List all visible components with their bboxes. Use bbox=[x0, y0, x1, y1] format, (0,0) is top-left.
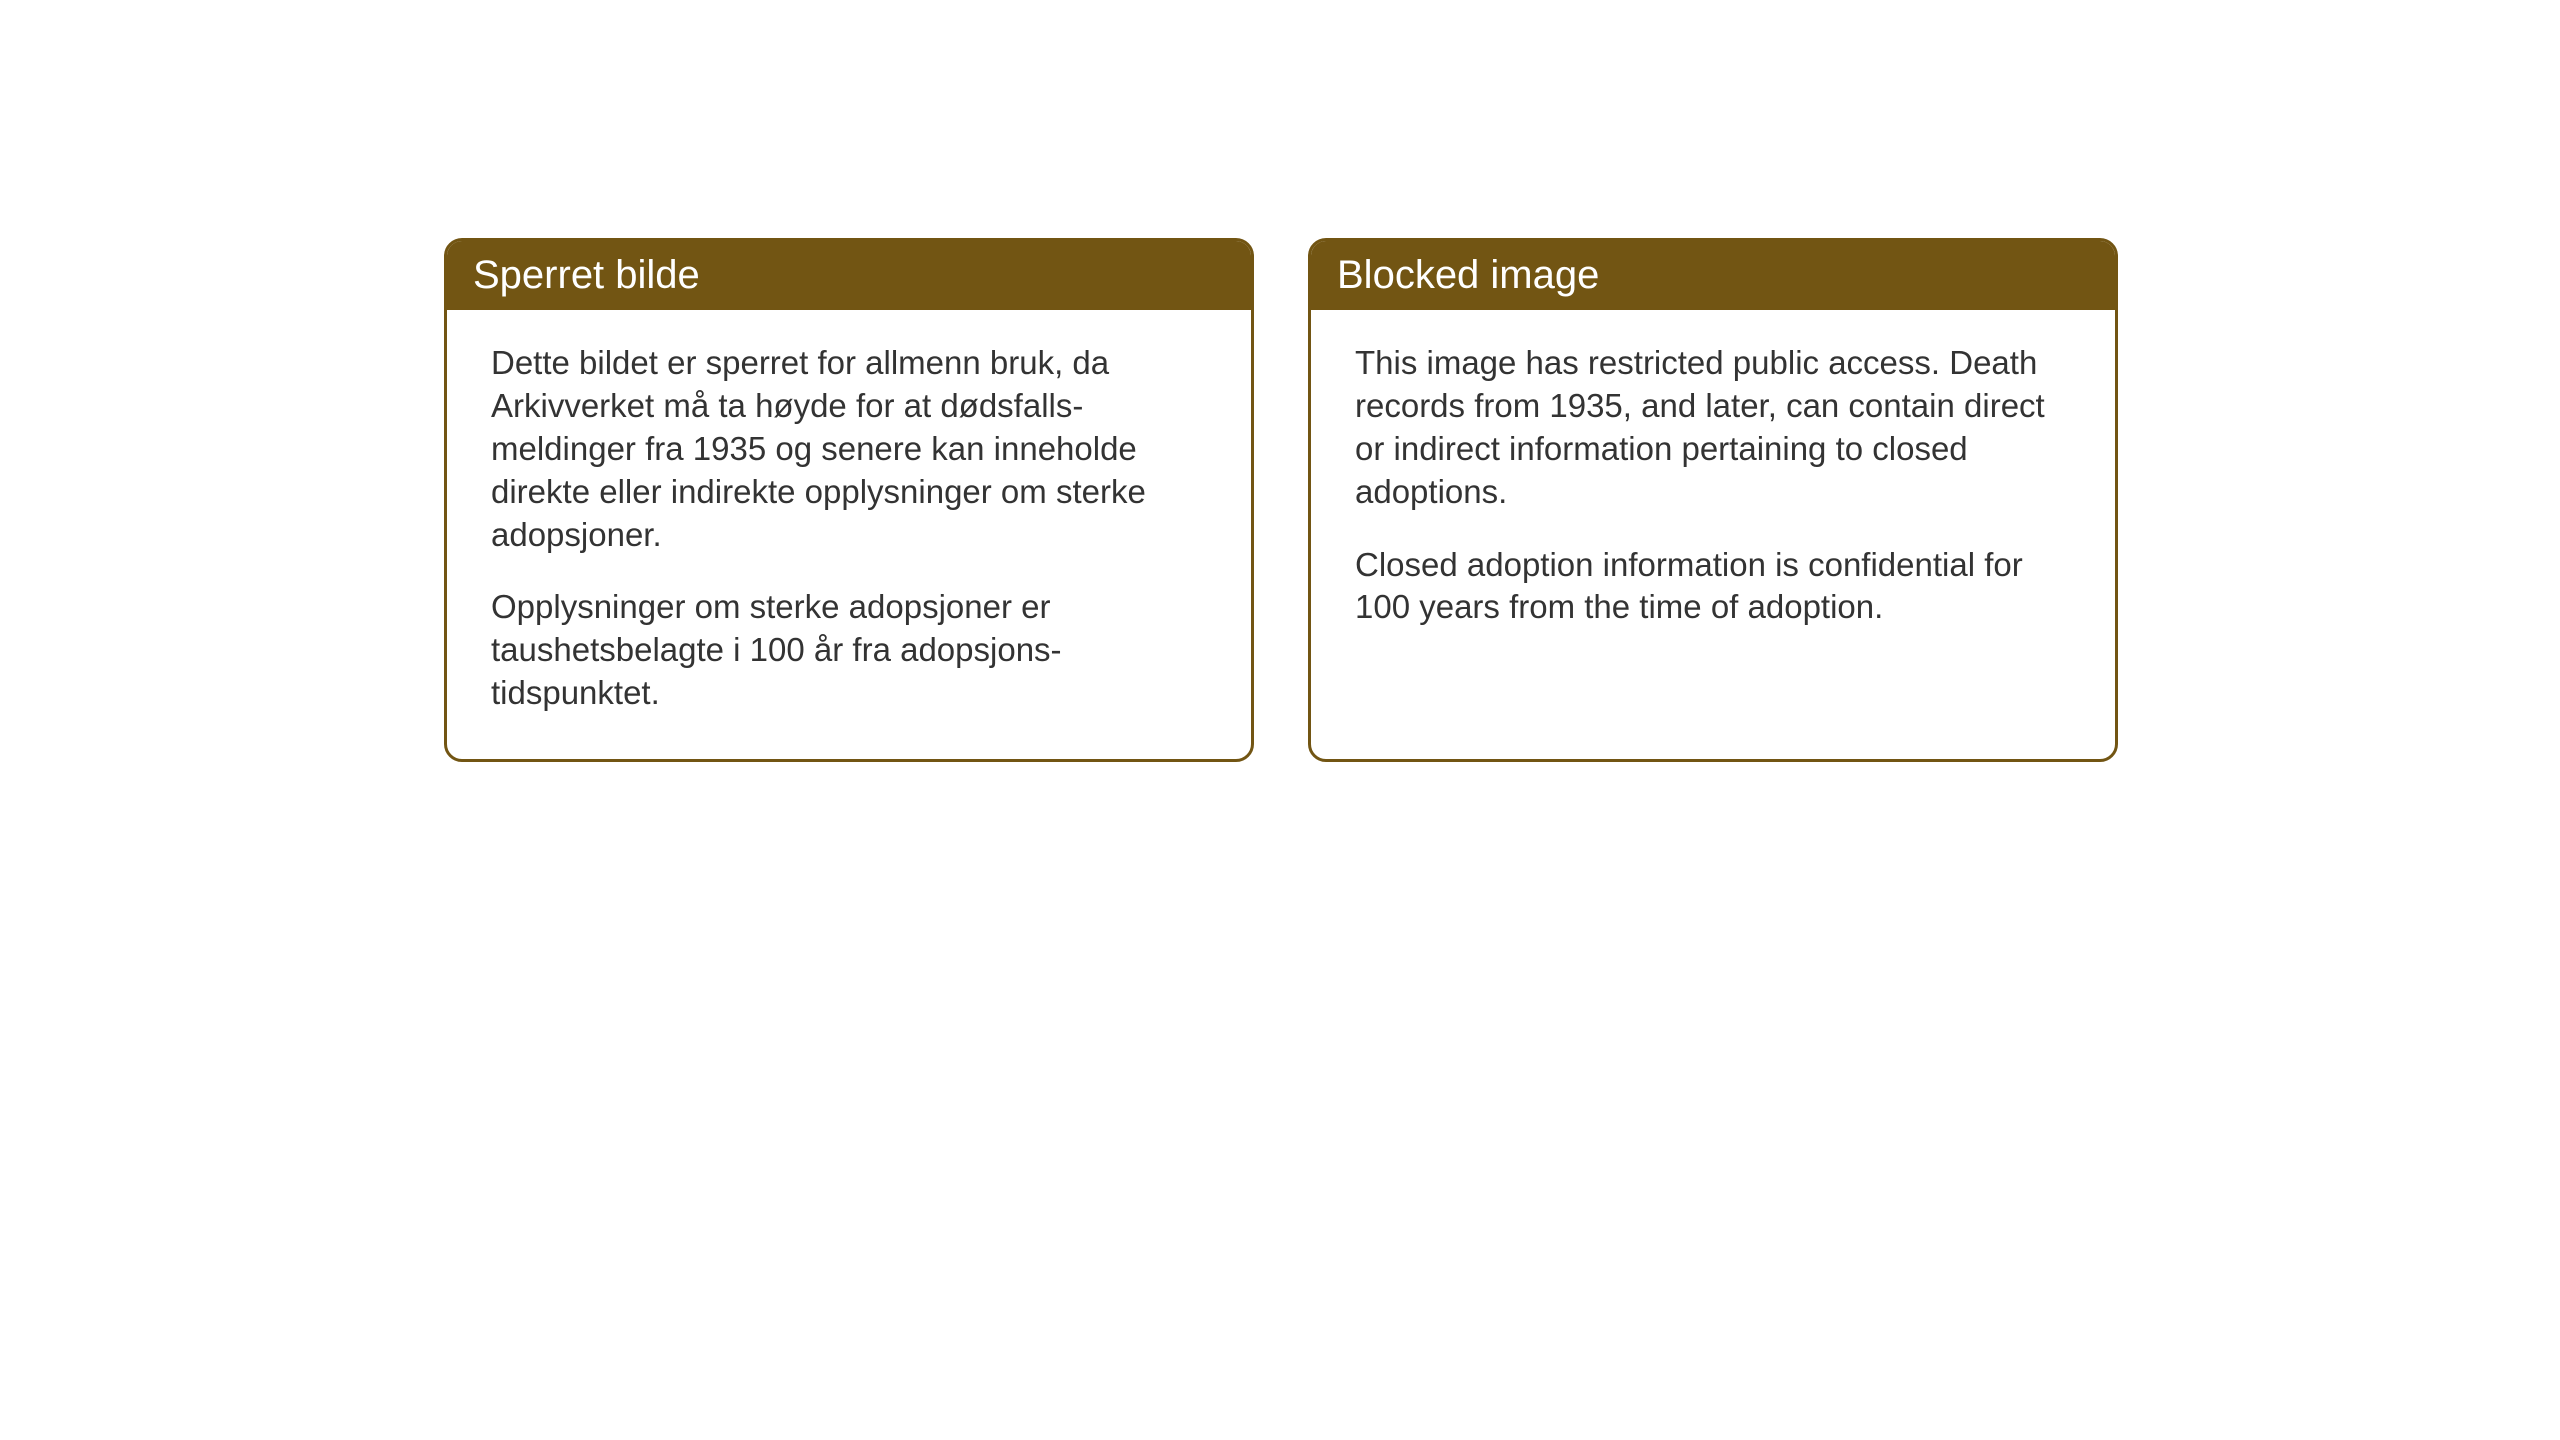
norwegian-card-body: Dette bildet er sperret for allmenn bruk… bbox=[447, 310, 1251, 759]
notice-cards-container: Sperret bilde Dette bildet er sperret fo… bbox=[444, 238, 2118, 762]
english-paragraph-1: This image has restricted public access.… bbox=[1355, 342, 2071, 514]
norwegian-card-title: Sperret bilde bbox=[447, 241, 1251, 310]
norwegian-paragraph-1: Dette bildet er sperret for allmenn bruk… bbox=[491, 342, 1207, 556]
english-notice-card: Blocked image This image has restricted … bbox=[1308, 238, 2118, 762]
english-paragraph-2: Closed adoption information is confident… bbox=[1355, 544, 2071, 630]
english-card-body: This image has restricted public access.… bbox=[1311, 310, 2115, 720]
norwegian-notice-card: Sperret bilde Dette bildet er sperret fo… bbox=[444, 238, 1254, 762]
norwegian-paragraph-2: Opplysninger om sterke adopsjoner er tau… bbox=[491, 586, 1207, 715]
english-card-title: Blocked image bbox=[1311, 241, 2115, 310]
